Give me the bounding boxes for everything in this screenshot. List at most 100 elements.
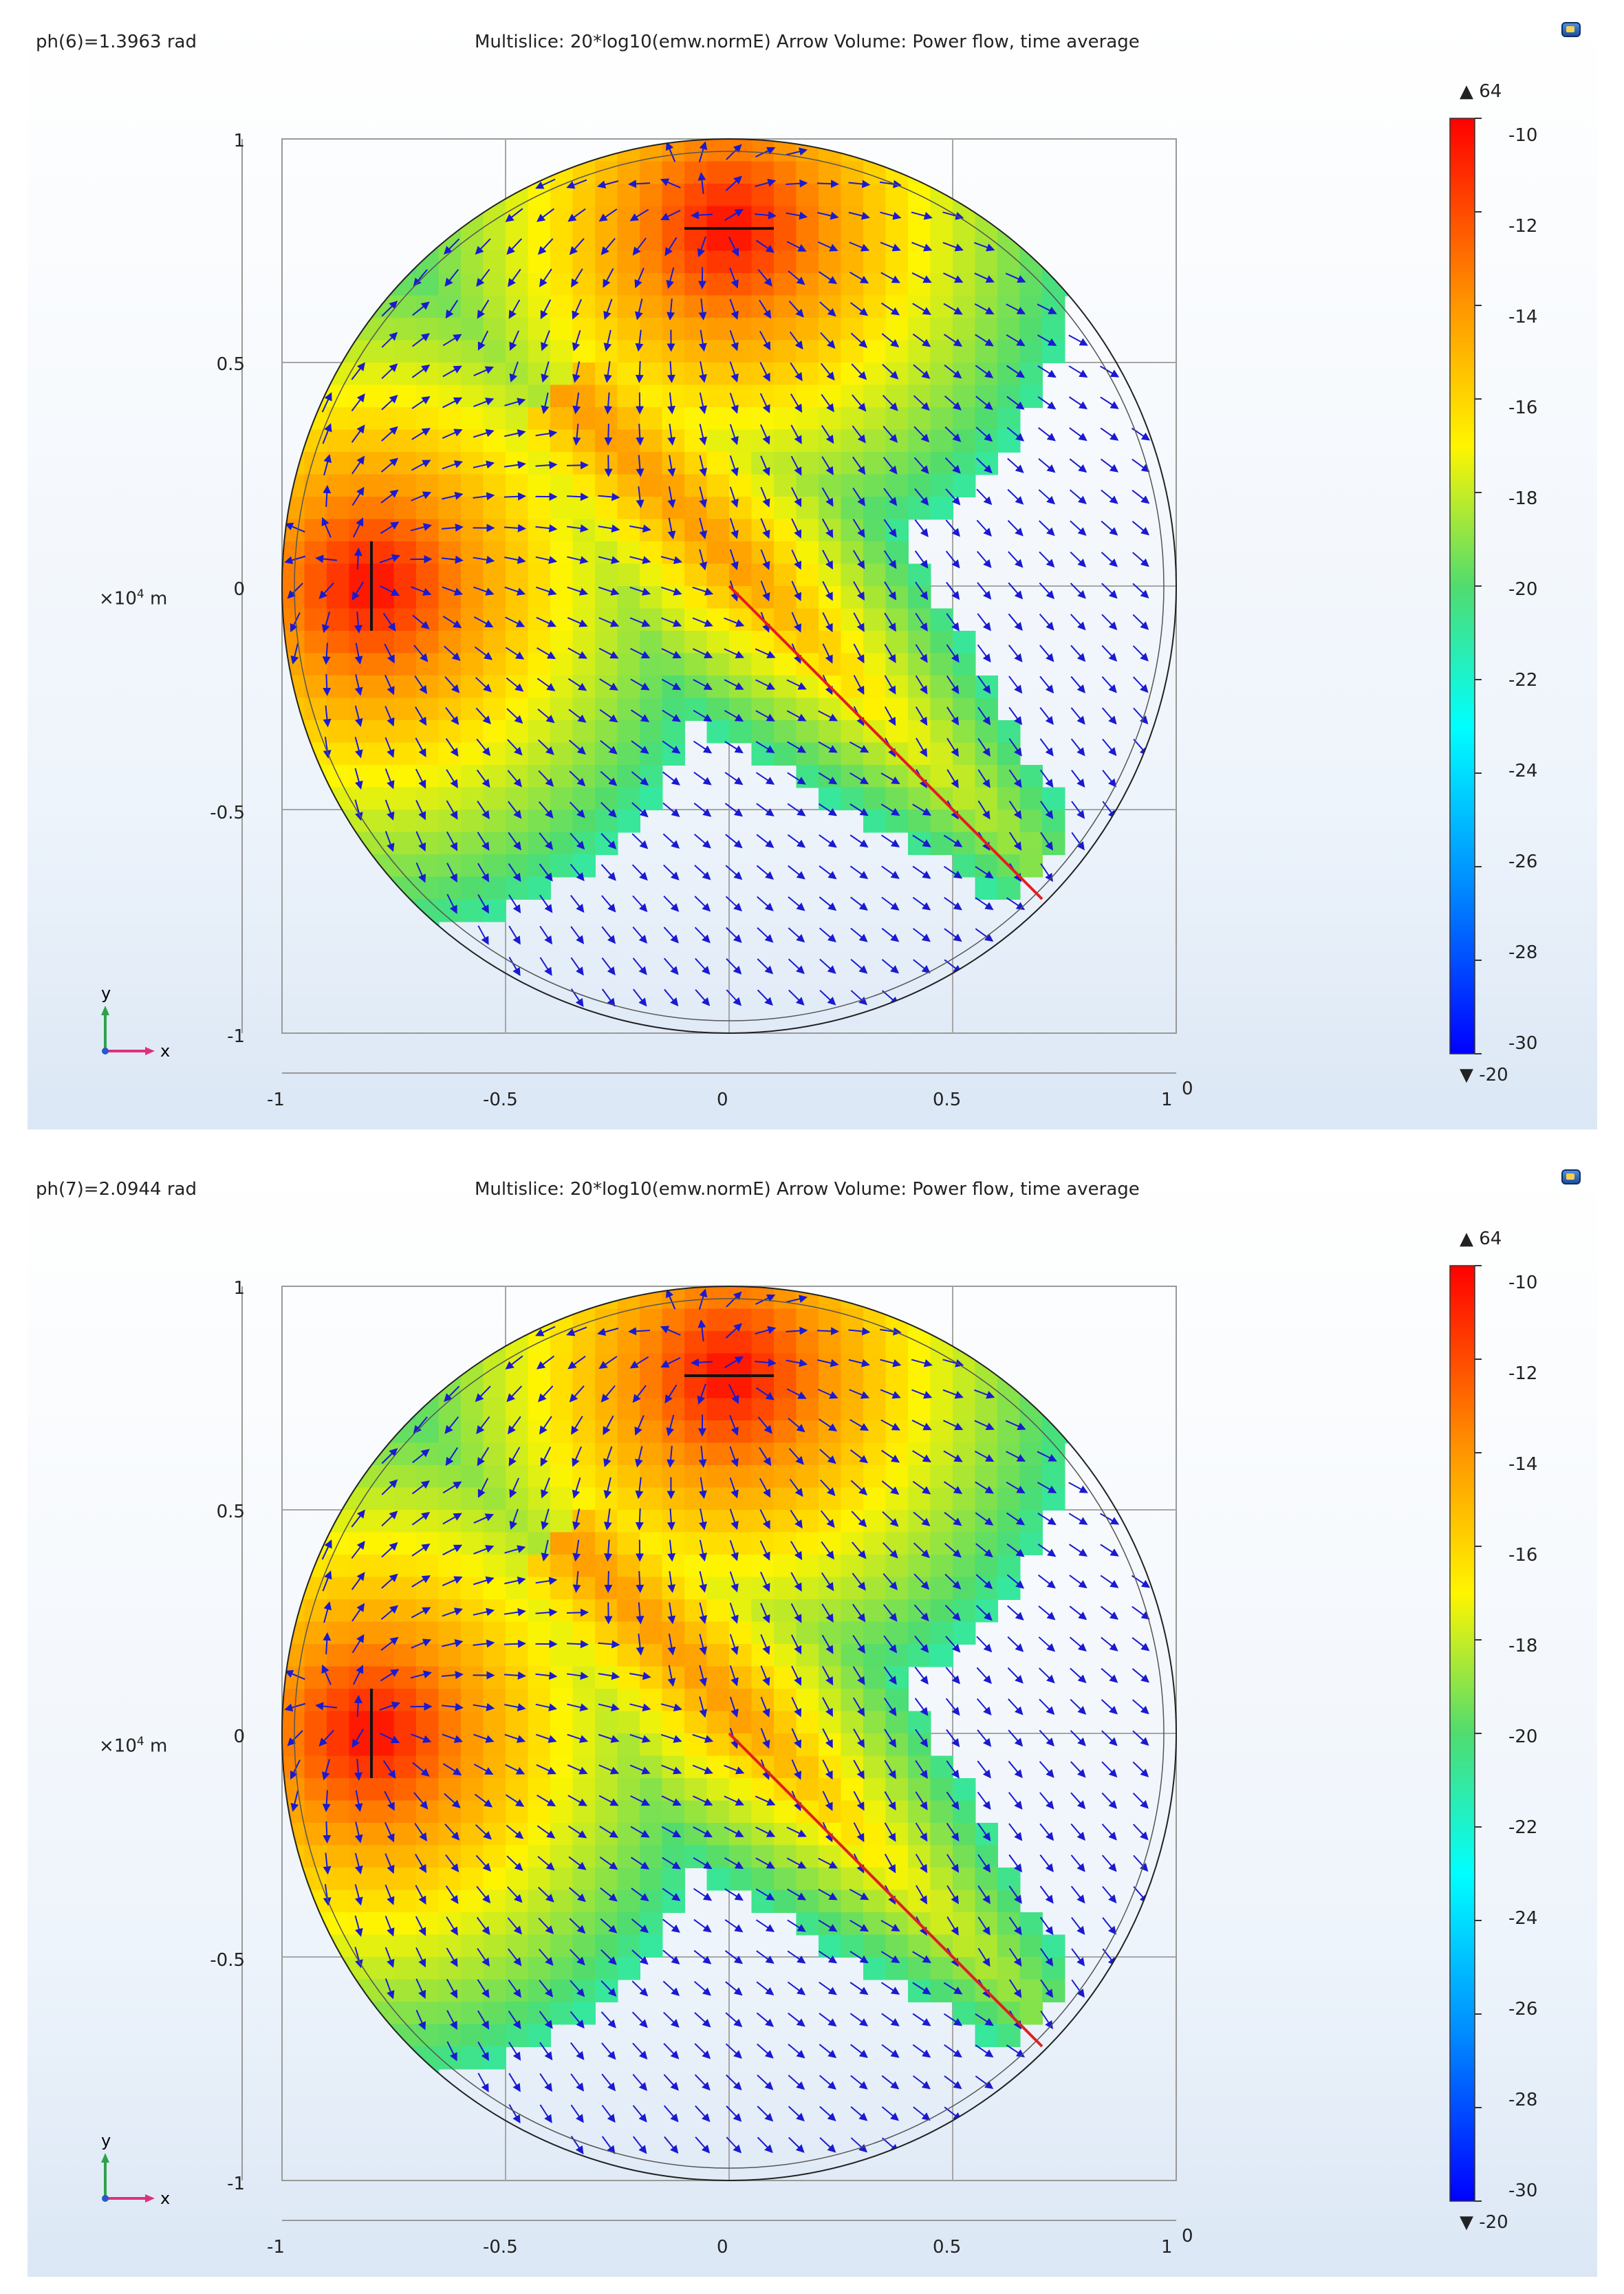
heatmap-cell [975, 1577, 998, 1600]
power-flow-arrow [599, 709, 618, 723]
power-flow-arrow [726, 958, 742, 975]
inner-boundary [294, 151, 1165, 1021]
colorbar-max-marker: ▲ 64 [1460, 81, 1502, 102]
heatmap-cell [461, 519, 484, 542]
power-flow-arrow [819, 2075, 836, 2090]
power-flow-arrow [290, 642, 299, 665]
heatmap-cell [1042, 139, 1065, 162]
heatmap-cell [617, 742, 640, 766]
heatmap-cell [327, 1376, 350, 1399]
heatmap-cell [617, 1957, 640, 1980]
heatmap-cell [595, 407, 618, 431]
heatmap-cell [528, 1376, 551, 1399]
heatmap-cell [930, 1845, 953, 1868]
power-flow-arrow [539, 957, 552, 976]
power-flow-arrow [791, 549, 802, 570]
heatmap-cell [349, 452, 372, 475]
power-flow-arrow [1008, 1792, 1023, 1810]
power-flow-arrow [883, 550, 897, 570]
heatmap-cell [751, 1577, 775, 1600]
power-flow-arrow [287, 583, 303, 599]
heatmap-cell [550, 1912, 574, 1936]
heatmap-cell [640, 1420, 663, 1444]
heatmap-cell [640, 653, 663, 676]
heatmap-cell [640, 1577, 663, 1600]
heatmap-cell [282, 563, 305, 587]
power-flow-arrow [884, 706, 896, 726]
heatmap-cell [550, 139, 574, 162]
heatmap-cell [304, 653, 327, 676]
heatmap-cell [841, 1733, 864, 1757]
heatmap-cell [729, 1778, 753, 1801]
triad-x-label: x [160, 1041, 170, 1061]
heatmap-cell [483, 1286, 506, 1310]
power-flow-arrow [1007, 1667, 1024, 1684]
heatmap-cell [371, 474, 395, 497]
heatmap-cell [751, 206, 775, 229]
power-flow-arrow [1100, 365, 1120, 378]
heatmap-cell [483, 608, 506, 631]
power-flow-arrow [821, 424, 834, 444]
heatmap-cell [393, 921, 417, 944]
power-flow-arrow [663, 2105, 679, 2123]
power-flow-arrow [1133, 707, 1149, 725]
power-flow-arrow [755, 648, 776, 659]
heatmap-cell [483, 1733, 506, 1757]
power-flow-arrow [757, 2106, 774, 2122]
heatmap-cell [349, 541, 372, 565]
plot-menu-icon[interactable] [1561, 22, 1581, 37]
heatmap-cell [662, 1376, 685, 1399]
heatmap-cell [327, 1465, 350, 1489]
heatmap-cell [975, 1376, 998, 1399]
heatmap-cell [774, 1755, 797, 1779]
heatmap-cell [393, 1621, 417, 1645]
power-flow-arrow [323, 705, 332, 728]
heatmap-cell [796, 1308, 819, 1332]
power-flow-arrow [506, 238, 523, 255]
power-flow-arrow [1039, 1729, 1055, 1746]
power-flow-arrow [819, 834, 837, 848]
plot-menu-icon[interactable] [1561, 1169, 1581, 1184]
power-flow-arrow [504, 523, 526, 532]
heatmap-cell [483, 407, 506, 431]
heatmap-cell [975, 1934, 998, 1958]
heatmap-cell [706, 1465, 730, 1489]
heatmap-cell [953, 295, 976, 318]
heatmap-cell [506, 206, 529, 229]
heatmap-cell [885, 563, 909, 587]
heatmap-cell [1019, 1957, 1043, 1980]
heatmap-cell [438, 876, 462, 900]
heatmap-cell [1064, 1308, 1087, 1332]
heatmap-cell [550, 1621, 574, 1645]
heatmap-cell [640, 519, 663, 542]
power-flow-arrow [849, 241, 870, 252]
heatmap-cell [930, 1465, 953, 1489]
heatmap-cell [572, 474, 596, 497]
power-flow-arrow [880, 772, 900, 785]
heatmap-cell [684, 1353, 708, 1376]
power-flow-arrow [380, 585, 400, 596]
heatmap-cell [282, 765, 305, 788]
power-flow-arrow [881, 2013, 900, 2026]
heatmap-cell [438, 474, 462, 497]
heatmap-cell [595, 1755, 618, 1779]
power-flow-arrow [729, 455, 739, 477]
heatmap-cell [1019, 228, 1043, 252]
power-flow-arrow [790, 424, 802, 444]
heatmap-cell [461, 429, 484, 453]
heatmap-cell [461, 1577, 484, 1600]
power-flow-arrow [1008, 706, 1023, 726]
heatmap-cell [528, 675, 551, 699]
heatmap-cell [841, 1912, 864, 1936]
heatmap-cell [751, 586, 775, 609]
heatmap-cell [1019, 363, 1043, 386]
power-flow-arrow [977, 800, 990, 820]
heatmap-cell [640, 1755, 663, 1779]
heatmap-cell [863, 742, 887, 766]
heatmap-cell [506, 161, 529, 184]
heatmap-cell [908, 385, 931, 408]
heatmap-cell [841, 608, 864, 631]
heatmap-cell [304, 1599, 327, 1623]
power-flow-arrow [788, 301, 804, 318]
power-flow-arrow [1038, 1575, 1056, 1589]
